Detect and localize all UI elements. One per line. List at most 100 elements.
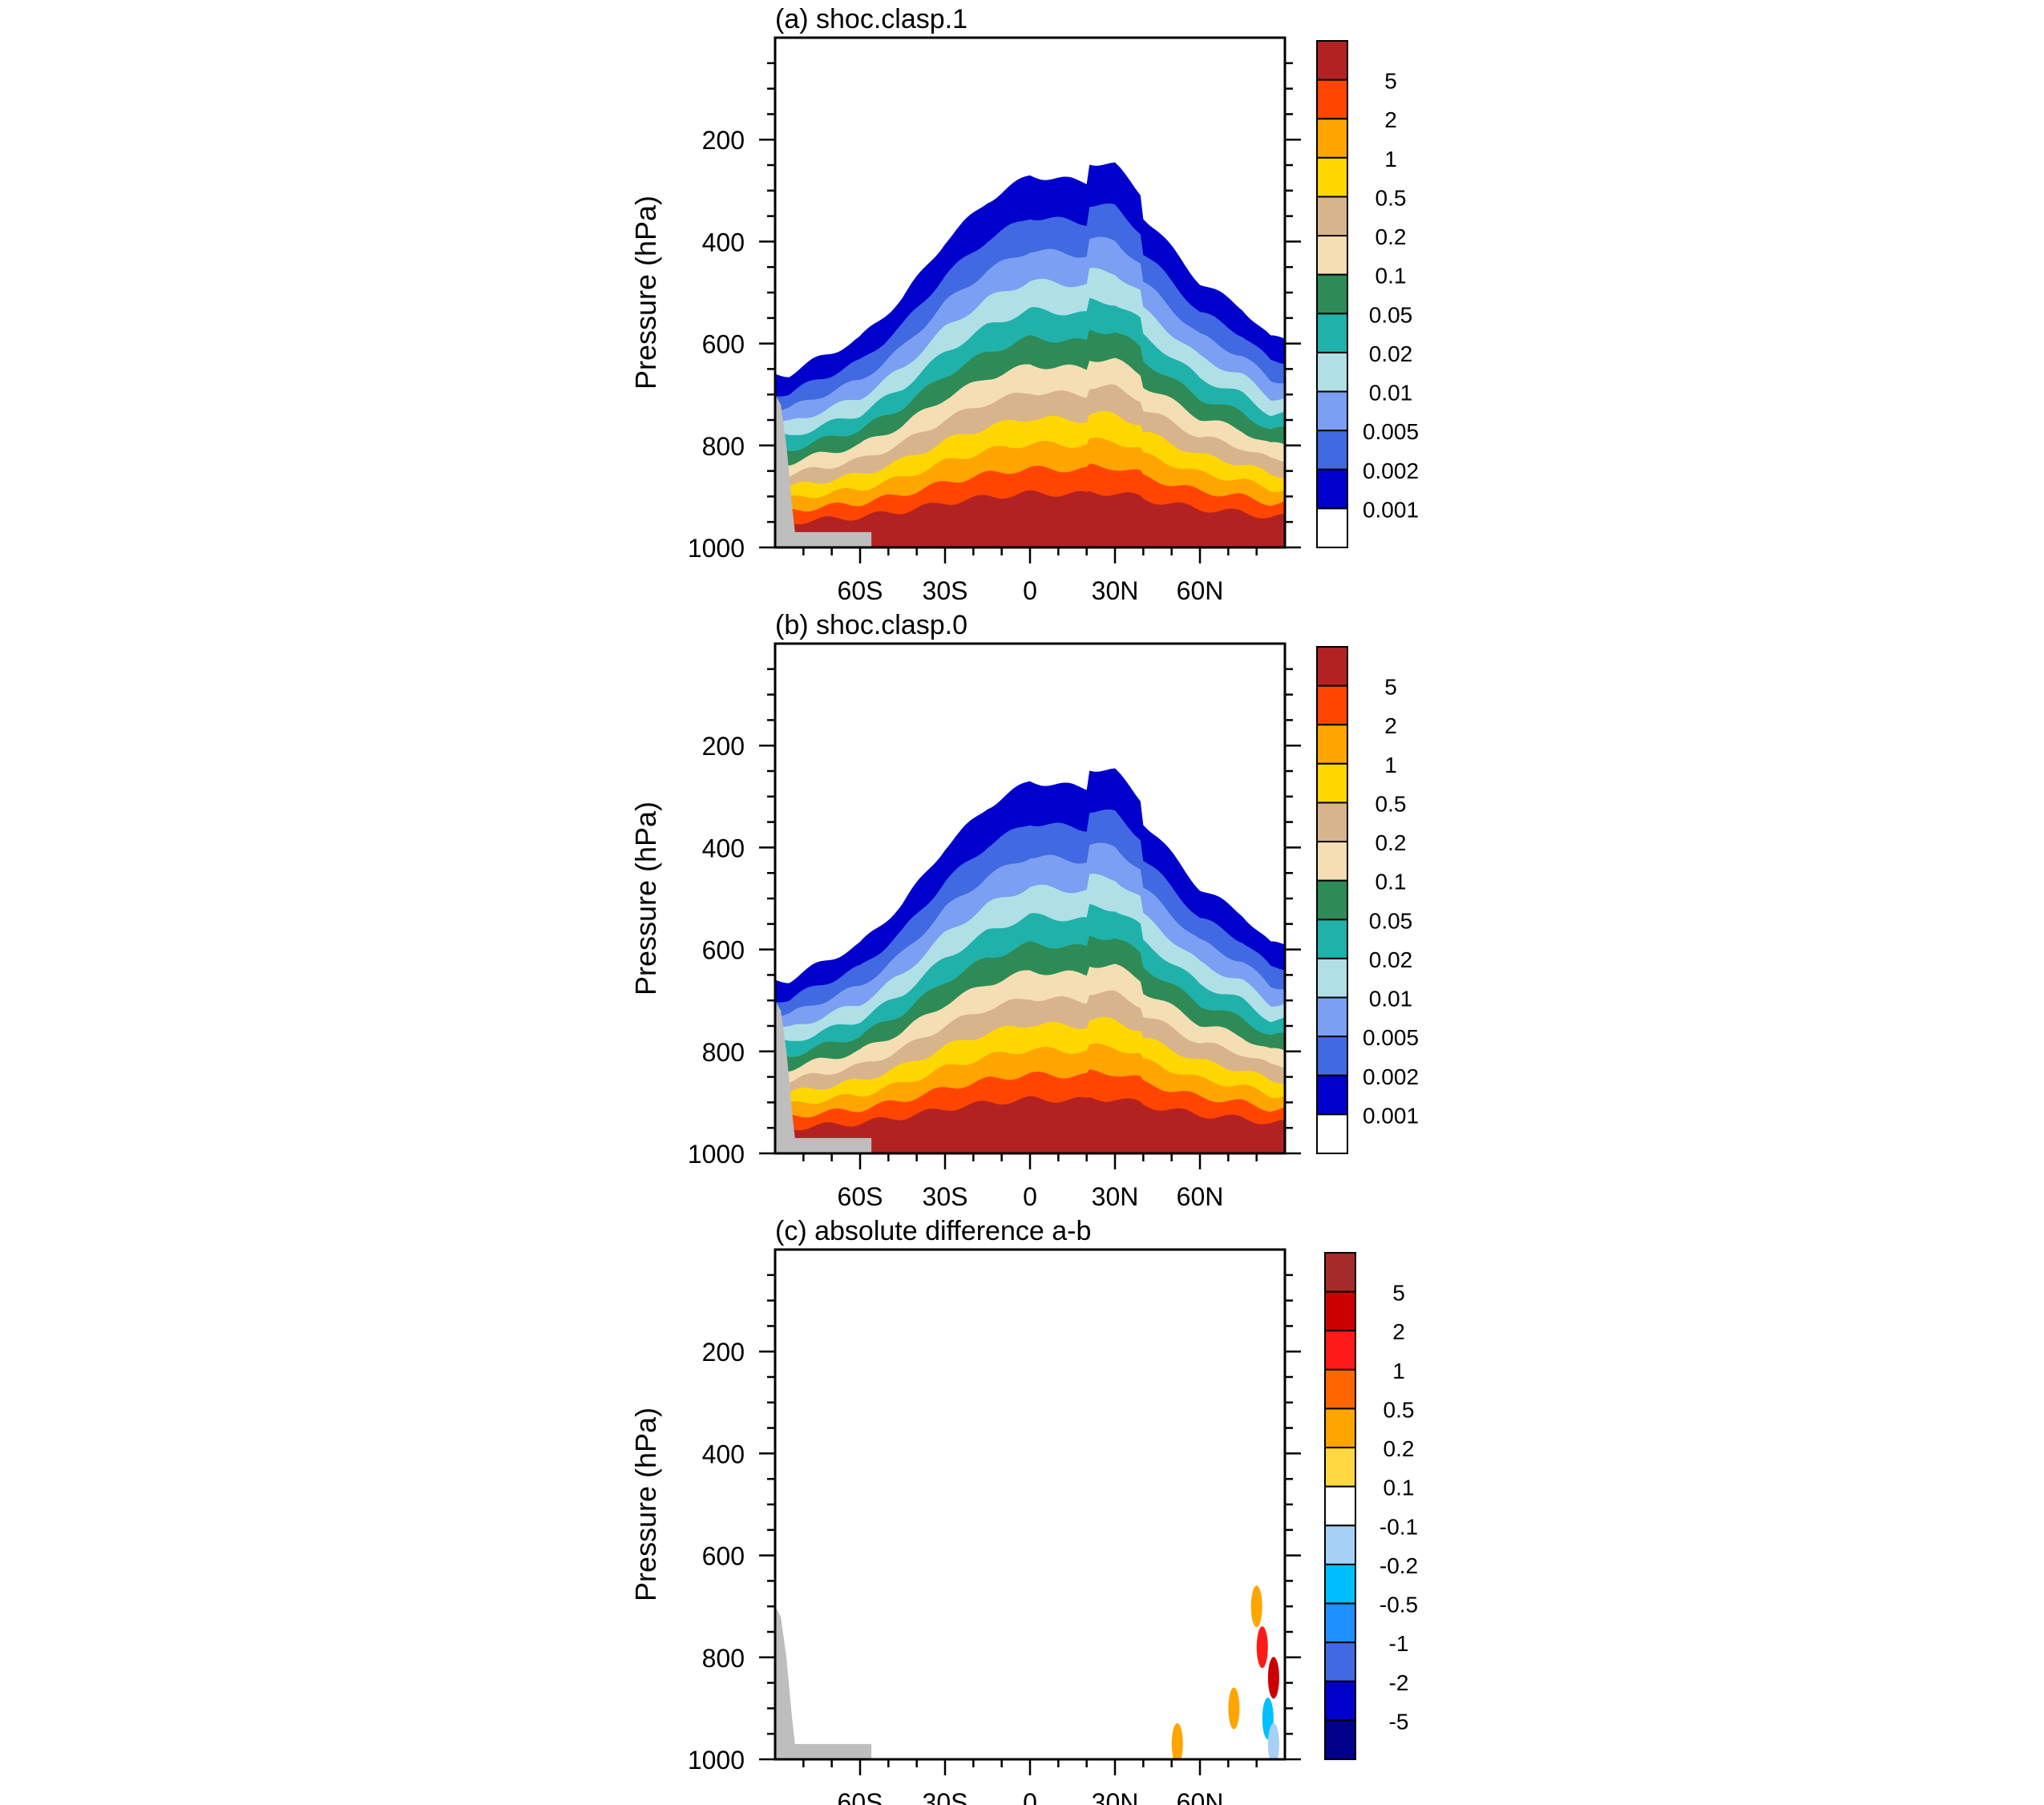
chart-panel-0: 200 400 600 800 1000 60S 30S 0 30N 60N (a) shoc.cl… <box>629 4 1419 605</box>
terrain-mask <box>775 1606 872 1759</box>
anomaly-blob <box>1228 1687 1240 1730</box>
colorbar-swatch <box>1316 996 1348 1038</box>
colorbar-swatch <box>1316 879 1348 921</box>
anomaly-blob <box>1152 1649 1163 1691</box>
contour-band-5 <box>775 490 1285 547</box>
colorbar-label: -2 <box>1389 1670 1409 1695</box>
x-tick-label: 30S <box>923 1182 968 1211</box>
colorbar-label: 0.5 <box>1384 1397 1415 1422</box>
colorbar-swatch <box>1316 841 1348 882</box>
colorbar-label: 2 <box>1392 1319 1405 1344</box>
colorbar-label: 5 <box>1384 69 1397 94</box>
x-tick-label: 30N <box>1092 1182 1139 1211</box>
colorbar-label: 0.01 <box>1369 987 1413 1012</box>
terrain-mask <box>775 1000 872 1153</box>
contour-band-5 <box>775 1096 1285 1153</box>
colorbar-swatch <box>1316 1113 1348 1155</box>
colorbar-label: 1 <box>1392 1359 1405 1383</box>
colorbar-swatch <box>1316 235 1348 276</box>
colorbar-swatch <box>1316 919 1348 959</box>
x-tick-label: 60N <box>1177 1182 1224 1211</box>
colorbar-label: 2 <box>1384 107 1397 132</box>
colorbar-swatch <box>1324 1407 1356 1449</box>
colorbar-label: 0.5 <box>1375 791 1407 816</box>
colorbar: 5 2 1 0.5 0.2 0.1 0.05 0.02 0.01 0.005 0.002 0.001 <box>1316 646 1419 1155</box>
colorbar-swatch <box>1316 507 1348 549</box>
field-fill <box>775 1585 1279 1759</box>
x-tick-label: 0 <box>1023 1182 1037 1211</box>
panel-title: (b) shoc.clasp.0 <box>775 610 967 640</box>
colorbar-swatch <box>1316 196 1348 237</box>
y-tick-label: 400 <box>702 834 745 862</box>
colorbar-swatch <box>1316 802 1348 843</box>
colorbar-swatch <box>1324 1602 1356 1644</box>
panel-title: (a) shoc.clasp.1 <box>775 4 967 34</box>
colorbar-swatch <box>1316 762 1348 804</box>
y-tick-label: 600 <box>702 936 745 965</box>
colorbar-swatch <box>1324 1524 1356 1565</box>
colorbar-swatch <box>1324 1563 1356 1605</box>
colorbar-label: 0.002 <box>1363 458 1419 483</box>
colorbar-label: 0.2 <box>1384 1436 1415 1461</box>
colorbar-label: 0.1 <box>1384 1476 1415 1500</box>
colorbar-swatch <box>1316 1036 1348 1076</box>
colorbar-swatch <box>1324 1680 1356 1722</box>
colorbar-label: 0.5 <box>1375 185 1407 210</box>
anomaly-blob <box>1250 1585 1262 1628</box>
colorbar-label: 0.02 <box>1369 947 1413 972</box>
x-tick-label: 60S <box>838 1182 883 1211</box>
chart-panel-2: 200 400 600 800 1000 60S 30S 0 30N 60N (c) absolut… <box>629 1216 1418 1805</box>
field-fill <box>775 768 1285 1153</box>
colorbar-swatch <box>1324 1252 1356 1293</box>
panel-title: (c) absolute difference a-b <box>775 1216 1091 1246</box>
y-axis-label: Pressure (hPa) <box>629 196 662 390</box>
colorbar-label: -0.5 <box>1379 1593 1418 1617</box>
anomaly-blob <box>1171 1722 1183 1759</box>
x-tick-label: 30N <box>1092 1788 1139 1805</box>
colorbar-swatch <box>1316 40 1348 81</box>
y-tick-label: 600 <box>702 330 745 359</box>
colorbar-label: 0.005 <box>1363 419 1419 444</box>
colorbar-swatch <box>1316 273 1348 315</box>
colorbar-label: 0.001 <box>1363 1103 1419 1128</box>
x-tick-label: 0 <box>1023 1788 1037 1805</box>
colorbar-swatch <box>1324 1447 1356 1488</box>
colorbar-swatch <box>1316 390 1348 432</box>
colorbar-swatch <box>1316 1074 1348 1116</box>
y-tick-label: 400 <box>702 228 745 256</box>
chart-panel-1: 200 400 600 800 1000 60S 30S 0 30N 60N (b) shoc.cl… <box>629 610 1419 1211</box>
colorbar-label: 5 <box>1384 675 1397 700</box>
x-tick-label: 60N <box>1177 576 1224 605</box>
colorbar-label: -1 <box>1389 1631 1409 1656</box>
colorbar-label: 2 <box>1384 713 1397 738</box>
field-fill <box>775 162 1285 547</box>
colorbar-swatch <box>1324 1485 1356 1527</box>
colorbar-swatch <box>1316 79 1348 120</box>
colorbar-label: 0.05 <box>1369 908 1413 933</box>
colorbar-swatch <box>1324 1330 1356 1371</box>
colorbar-swatch <box>1316 313 1348 353</box>
colorbar-label: 0.002 <box>1363 1064 1419 1089</box>
colorbar-swatch <box>1316 646 1348 687</box>
anomaly-blob <box>1267 1657 1279 1699</box>
y-axis-label: Pressure (hPa) <box>629 1407 662 1601</box>
y-tick-label: 200 <box>702 732 745 761</box>
x-tick-label: 0 <box>1023 576 1037 605</box>
colorbar-swatch <box>1324 1290 1356 1332</box>
x-tick-label: 60S <box>838 576 883 605</box>
y-axis-label: Pressure (hPa) <box>629 802 662 995</box>
colorbar: 5 2 1 0.5 0.2 0.1 -0.1 -0.2 -0.5 -1 -2 -5 <box>1324 1252 1418 1760</box>
colorbar-label: 0.05 <box>1369 302 1413 327</box>
y-tick-label: 800 <box>702 1644 745 1673</box>
colorbar-label: 0.1 <box>1375 870 1407 894</box>
x-tick-label: 60S <box>838 1788 883 1805</box>
colorbar-label: -0.2 <box>1379 1553 1418 1578</box>
y-tick-label: 200 <box>702 126 745 155</box>
colorbar-label: -5 <box>1389 1709 1409 1734</box>
colorbar-label: 0.2 <box>1375 224 1407 249</box>
colorbar-label: -0.1 <box>1379 1514 1418 1539</box>
colorbar-swatch <box>1316 118 1348 159</box>
colorbar-swatch <box>1324 1641 1356 1682</box>
